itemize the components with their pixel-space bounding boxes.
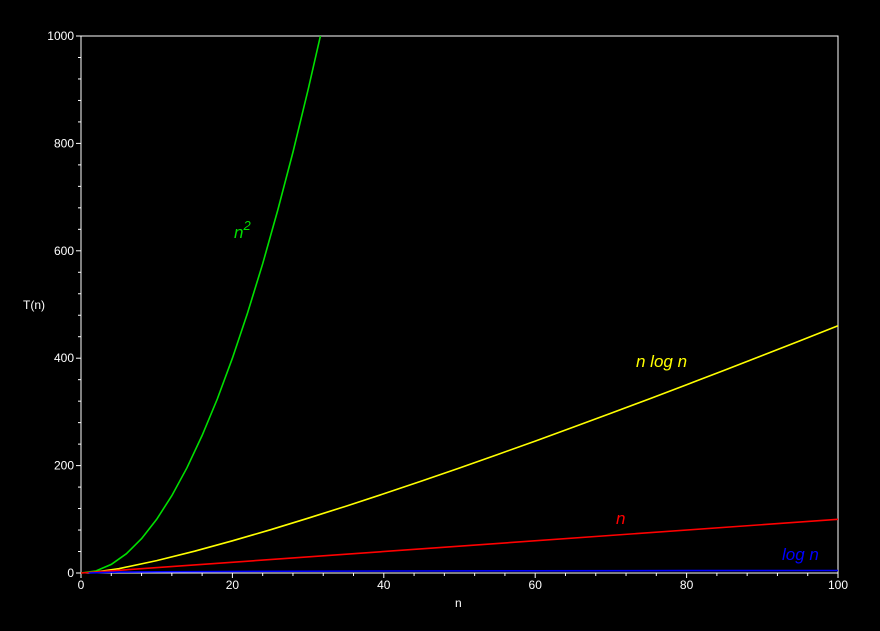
series-label-n2: n2 (234, 218, 251, 242)
series-line-log-n (88, 569, 839, 574)
y-tick-label: 0 (67, 566, 74, 580)
x-tick-label: 20 (226, 578, 240, 592)
series-lines (80, 35, 839, 574)
y-tick-label: 800 (54, 136, 74, 150)
y-tick-label: 200 (54, 459, 74, 473)
series-label-logn: log n (782, 545, 819, 564)
y-tick-label: 600 (54, 244, 74, 258)
series-line-n (80, 518, 839, 574)
x-tick-label: 0 (78, 578, 85, 592)
y-axis-label: T(n) (23, 298, 45, 312)
x-tick-label: 40 (377, 578, 391, 592)
x-axis-label: n (455, 596, 462, 610)
y-tick-label: 1000 (47, 29, 74, 43)
y-tick-label: 400 (54, 351, 74, 365)
x-tick-label: 60 (529, 578, 543, 592)
series-label-n: n (616, 509, 625, 528)
plot-frame (80, 35, 839, 574)
series-label-nlogn: n log n (636, 352, 687, 371)
series-line-n-log-n (88, 324, 839, 574)
x-tick-label: 80 (680, 578, 694, 592)
series-line-n2 (80, 35, 322, 574)
x-tick-label: 100 (828, 578, 848, 592)
